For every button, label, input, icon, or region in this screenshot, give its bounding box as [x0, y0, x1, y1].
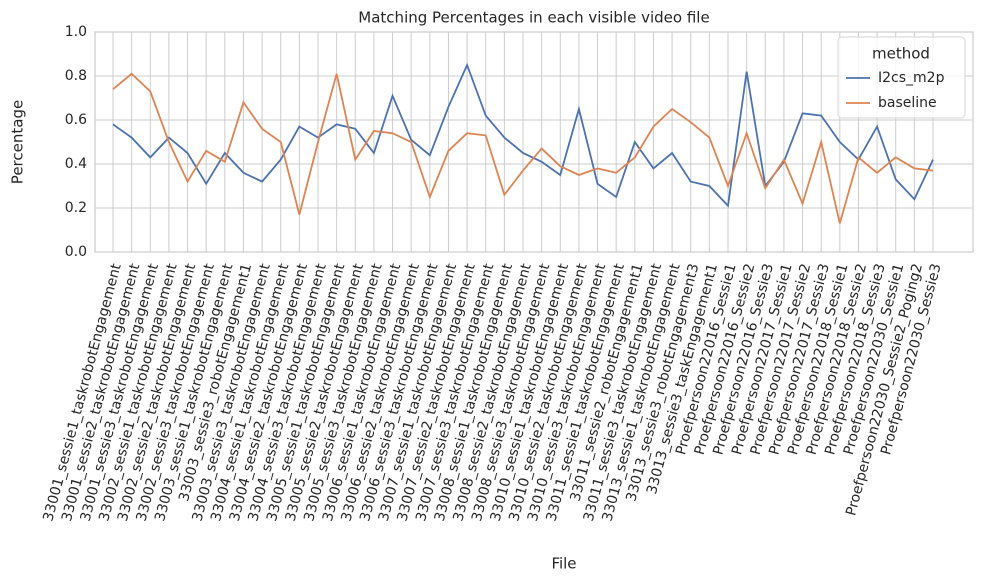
- line-series: [112, 72, 934, 224]
- plot-frame: [94, 31, 974, 253]
- y-axis-label: Percentage: [9, 100, 27, 184]
- x-axis-label: File: [551, 555, 576, 573]
- legend-box: [837, 36, 966, 119]
- y-tick-label: 0.4: [65, 156, 87, 172]
- y-tick-label: 1.0: [65, 24, 87, 40]
- y-tick-label: 0.0: [65, 244, 87, 260]
- line-series: [112, 62, 934, 208]
- legend-label: I2cs_m2p: [878, 70, 945, 86]
- legend-title: method: [872, 45, 930, 63]
- chart-title: Matching Percentages in each visible vid…: [358, 9, 709, 27]
- y-tick-label: 0.8: [65, 68, 87, 84]
- y-tick-label: 0.2: [65, 200, 87, 216]
- legend-label: baseline: [878, 95, 937, 111]
- y-tick-label: 0.6: [65, 112, 87, 128]
